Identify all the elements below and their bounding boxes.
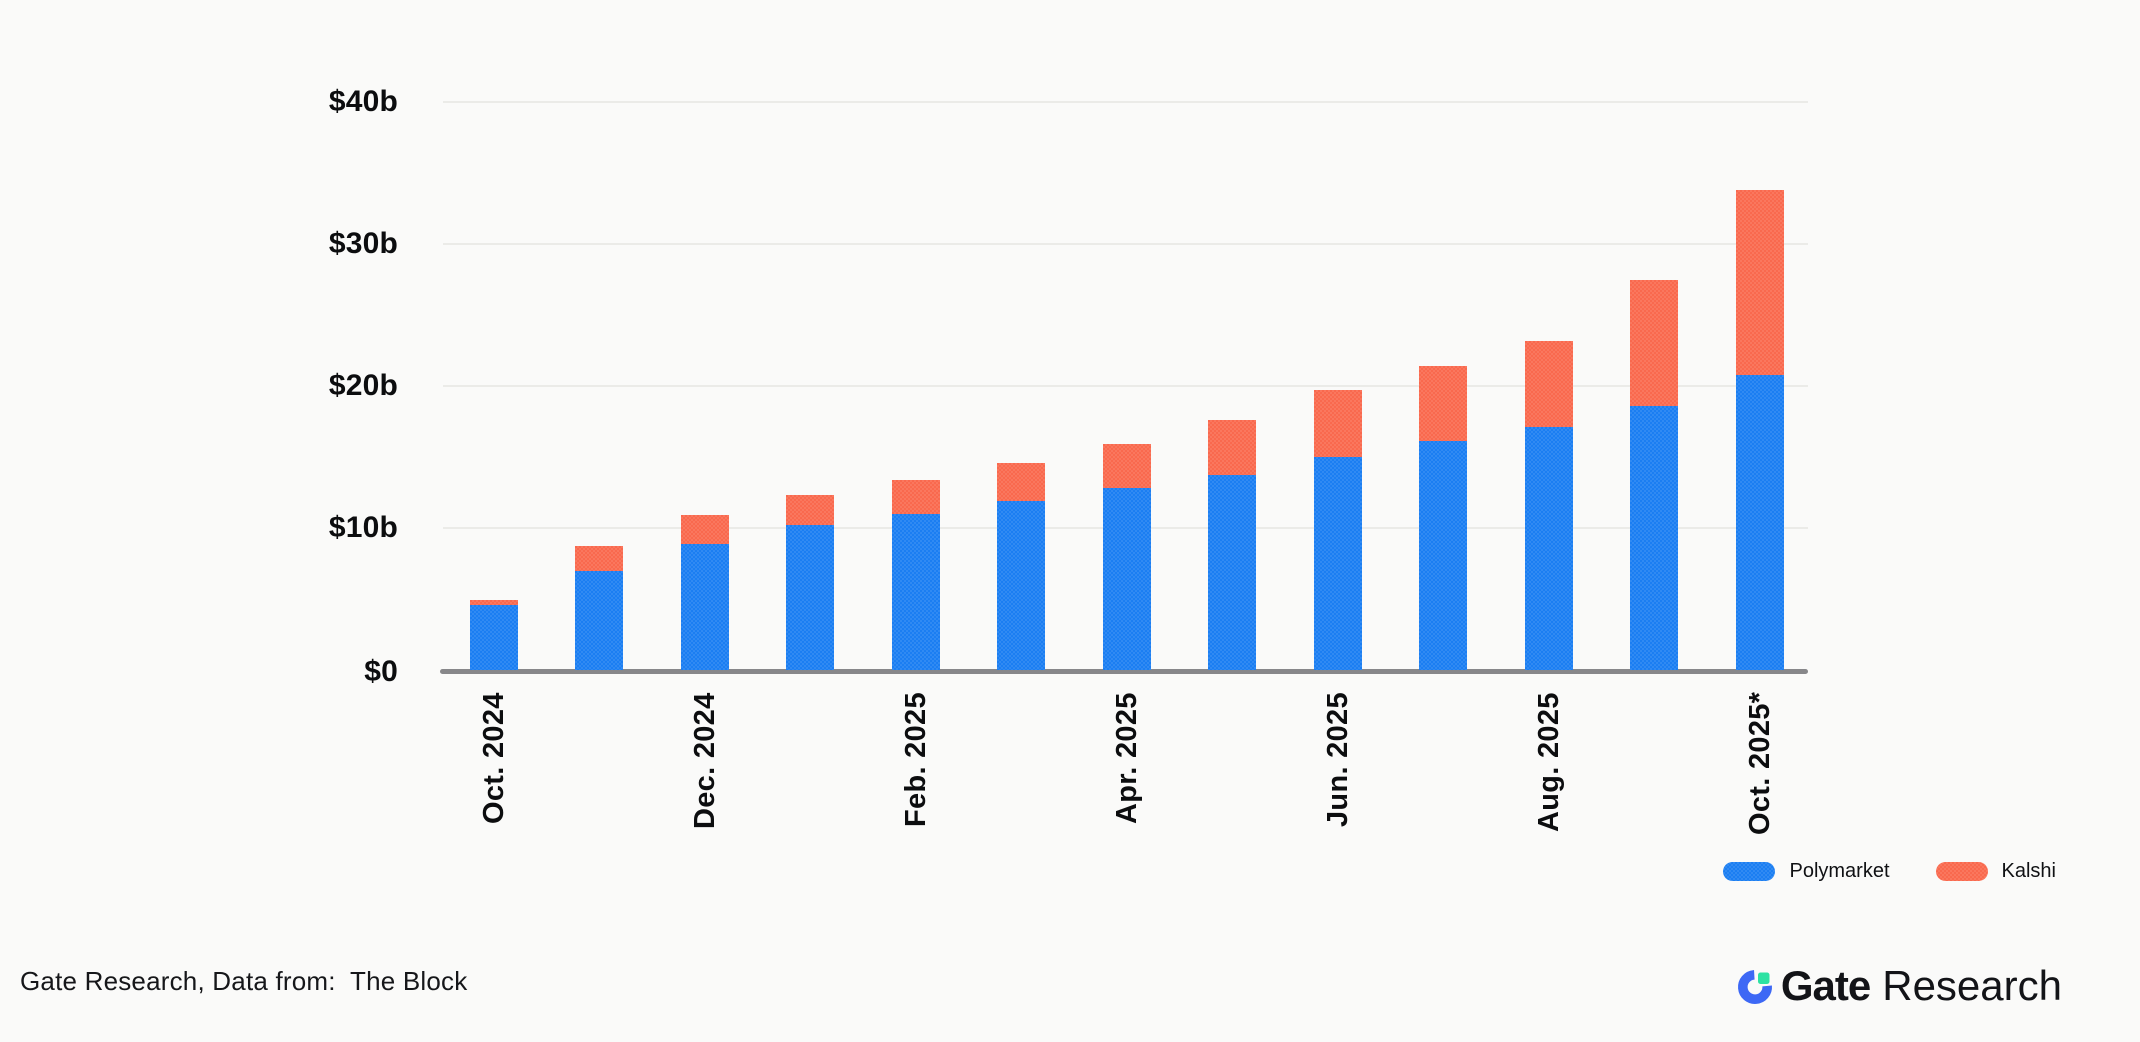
x-axis-line [440,669,1808,674]
gate-logo-mark [1737,970,1772,1004]
gate-research-logo: Gate Research [1737,956,2062,1016]
x-tick-label: Jun. 2025 [1321,692,1354,827]
bar-kalshi-segment [786,495,835,526]
bar-kalshi-segment [1208,420,1257,476]
y-tick-label: $10b [328,511,398,544]
x-tick-label: Feb. 2025 [899,692,932,827]
gridline-$30b [443,243,1808,245]
x-tick-label: Dec. 2024 [688,692,721,829]
bar-kalshi-segment [1419,366,1468,442]
bar-polymarket-segment [891,513,940,670]
legend-item-kalshi: Kalshi [1935,859,2056,883]
bar-polymarket-segment [1313,457,1362,670]
bar-kalshi-segment [575,546,624,571]
bar-kalshi-segment [680,515,729,544]
bar-kalshi-segment [1102,444,1151,489]
x-tick-label: Oct. 2025* [1743,692,1776,836]
gate-logo-green-square [1757,972,1770,984]
bar-polymarket-segment [680,543,729,670]
logo-text-research: Research [1882,962,2062,1009]
x-tick-label: Apr. 2025 [1110,692,1143,824]
y-tick-label: $40b [328,85,398,118]
legend-label: Kalshi [2001,859,2056,882]
legend-swatch-polymarket [1723,861,1776,881]
y-tick-label: $0 [364,655,398,688]
x-tick-label: Aug. 2025 [1532,692,1565,832]
gridline-$40b [443,101,1808,103]
bar-polymarket-segment [786,525,835,670]
bar-polymarket-segment [1630,405,1679,670]
bar-kalshi-segment [469,600,518,605]
logo-text-gate: Gate [1780,962,1871,1009]
bar-polymarket-segment [1208,475,1257,670]
bar-polymarket-segment [1419,441,1468,670]
bar-kalshi-segment [1630,279,1679,406]
legend-swatch-kalshi [1935,861,1988,881]
legend-item-polymarket: Polymarket [1723,859,1890,883]
y-tick-label: $30b [328,227,398,260]
bar-kalshi-segment [891,479,940,514]
y-tick-label: $20b [328,369,398,402]
bar-polymarket-segment [575,570,624,670]
bar-kalshi-segment [1735,190,1784,375]
bar-polymarket-segment [469,604,518,670]
legend: Polymarket Kalshi [1723,854,2056,888]
bar-polymarket-segment [1735,374,1784,670]
legend-label: Polymarket [1789,859,1890,882]
bar-kalshi-segment [1313,390,1362,457]
x-tick-label: Oct. 2024 [477,692,510,824]
gridline-$20b [443,385,1808,387]
bar-kalshi-segment [997,462,1046,501]
bar-polymarket-segment [1524,427,1573,670]
bar-polymarket-segment [1102,488,1151,670]
bar-kalshi-segment [1524,340,1573,428]
bar-polymarket-segment [997,501,1046,670]
source-attribution: Gate Research, Data from: The Block [20,966,468,996]
